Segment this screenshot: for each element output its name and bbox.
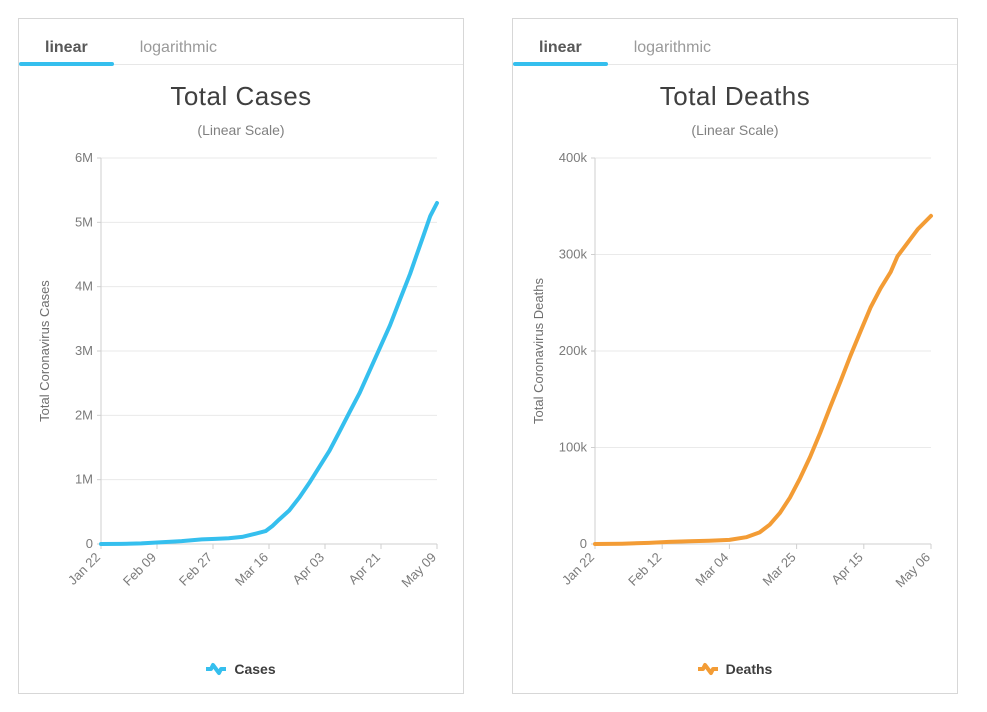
svg-text:400k: 400k bbox=[559, 150, 588, 165]
svg-text:3M: 3M bbox=[75, 343, 93, 358]
svg-text:300k: 300k bbox=[559, 247, 588, 262]
svg-text:Total Coronavirus Cases: Total Coronavirus Cases bbox=[37, 280, 52, 422]
chart-title: Total Cases bbox=[33, 81, 449, 112]
legend-swatch-icon bbox=[206, 662, 226, 676]
deaths-panel: linear logarithmic Total Deaths (Linear … bbox=[512, 18, 958, 694]
svg-text:Mar 04: Mar 04 bbox=[692, 550, 731, 589]
svg-text:1M: 1M bbox=[75, 472, 93, 487]
legend-label: Cases bbox=[234, 661, 275, 677]
svg-text:Jan 22: Jan 22 bbox=[559, 550, 597, 588]
svg-text:200k: 200k bbox=[559, 343, 588, 358]
svg-text:Feb 12: Feb 12 bbox=[625, 550, 664, 589]
cases-legend: Cases bbox=[33, 655, 449, 687]
svg-text:May 09: May 09 bbox=[398, 550, 439, 591]
svg-text:May 06: May 06 bbox=[892, 550, 933, 591]
panels-row: linear logarithmic Total Cases (Linear S… bbox=[18, 18, 969, 694]
cases-tabs: linear logarithmic bbox=[19, 19, 463, 65]
svg-text:0: 0 bbox=[86, 536, 93, 551]
cases-chart: Total Cases (Linear Scale) 0 1M 2M 3M 4M 5M 6M… bbox=[19, 65, 463, 693]
tab-logarithmic[interactable]: logarithmic bbox=[608, 19, 737, 64]
chart-subtitle: (Linear Scale) bbox=[33, 122, 449, 138]
cases-panel: linear logarithmic Total Cases (Linear S… bbox=[18, 18, 464, 694]
deaths-chart: Total Deaths (Linear Scale) 0 100k 200k 300… bbox=[513, 65, 957, 693]
tab-linear[interactable]: linear bbox=[19, 19, 114, 64]
tab-linear[interactable]: linear bbox=[513, 19, 608, 64]
legend-swatch-icon bbox=[698, 662, 718, 676]
deaths-tabs: linear logarithmic bbox=[513, 19, 957, 65]
svg-text:0: 0 bbox=[580, 536, 587, 551]
svg-text:5M: 5M bbox=[75, 214, 93, 229]
deaths-plot: 0 100k 200k 300k 400k Jan 22 Feb 12 Mar 04 Mar 2… bbox=[527, 144, 943, 655]
legend-label: Deaths bbox=[726, 661, 773, 677]
svg-text:6M: 6M bbox=[75, 150, 93, 165]
chart-title: Total Deaths bbox=[527, 81, 943, 112]
deaths-legend: Deaths bbox=[527, 655, 943, 687]
svg-text:100k: 100k bbox=[559, 440, 588, 455]
svg-text:Jan 22: Jan 22 bbox=[65, 550, 103, 588]
svg-text:Apr 03: Apr 03 bbox=[289, 550, 327, 588]
svg-text:4M: 4M bbox=[75, 279, 93, 294]
svg-text:Feb 09: Feb 09 bbox=[120, 550, 159, 589]
tab-logarithmic[interactable]: logarithmic bbox=[114, 19, 243, 64]
svg-text:Apr 21: Apr 21 bbox=[345, 550, 383, 588]
cases-plot: 0 1M 2M 3M 4M 5M 6M Jan 22 Feb 09 Feb 27 Mar 16 Apr… bbox=[33, 144, 449, 655]
svg-text:Mar 16: Mar 16 bbox=[232, 550, 271, 589]
chart-subtitle: (Linear Scale) bbox=[527, 122, 943, 138]
svg-text:Apr 15: Apr 15 bbox=[828, 550, 866, 588]
svg-text:2M: 2M bbox=[75, 407, 93, 422]
svg-text:Feb 27: Feb 27 bbox=[176, 550, 215, 589]
svg-text:Mar 25: Mar 25 bbox=[759, 550, 798, 589]
svg-text:Total Coronavirus Deaths: Total Coronavirus Deaths bbox=[531, 278, 546, 424]
